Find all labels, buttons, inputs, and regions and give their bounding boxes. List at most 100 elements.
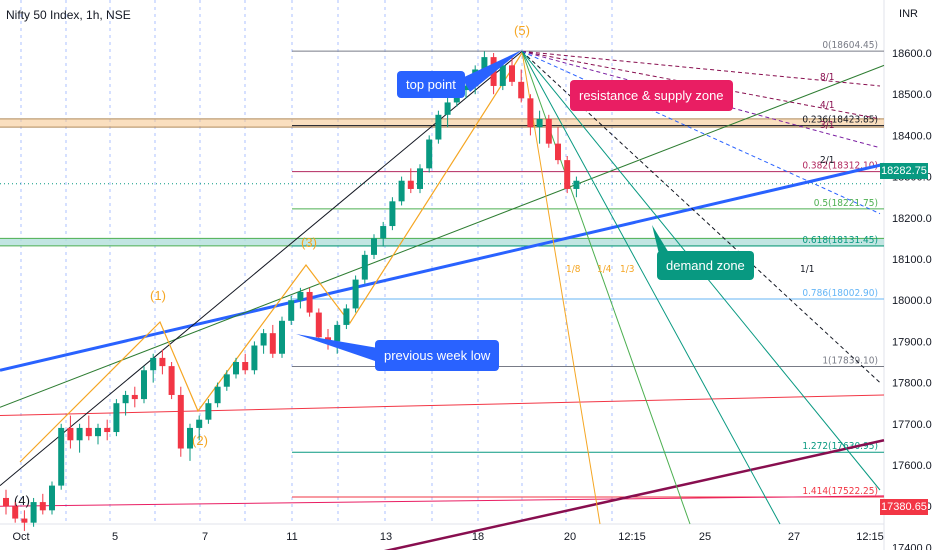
- candle-body: [12, 506, 19, 519]
- y-tick-label: 17900.00: [892, 336, 932, 348]
- fib-level-label: 1(17839.10): [822, 355, 878, 366]
- fib-level-label: 0.5(18221.75): [814, 198, 878, 209]
- candle-body: [122, 394, 129, 404]
- gann-ratio-label: 1/3: [620, 264, 634, 275]
- y-tick-label: 18400.00: [892, 130, 932, 142]
- x-tick-label: 12:15: [856, 531, 884, 543]
- y-tick-label: 17800.00: [892, 378, 932, 390]
- candle-body: [334, 324, 341, 342]
- candle-body: [104, 427, 111, 433]
- x-tick-label: 20: [564, 531, 576, 543]
- candle-body: [177, 394, 184, 449]
- prev-week-low-pointer: [296, 334, 378, 362]
- y-tick-label: 17700.00: [892, 419, 932, 431]
- y-tick-label: 18600.00: [892, 48, 932, 60]
- candle-body: [499, 65, 506, 86]
- candle-body: [67, 427, 74, 441]
- x-tick-label: 27: [788, 531, 800, 543]
- candle-body: [371, 238, 377, 255]
- fib-level-label: 1.414(17522.25): [802, 486, 878, 497]
- candle-body: [223, 374, 230, 387]
- red-channel-line-upper: [0, 394, 885, 417]
- candle-body: [113, 403, 120, 433]
- candle-body: [205, 403, 212, 420]
- x-tick-label: 18: [472, 531, 484, 543]
- candle-body: [95, 427, 101, 437]
- gann-ratio-label: 8/1: [820, 72, 834, 83]
- y-tick-label: 18200.00: [892, 213, 932, 225]
- chart-title: Nifty 50 Index, 1h, NSE: [6, 8, 131, 22]
- blue-trendline: [0, 162, 885, 372]
- candle-body: [527, 98, 534, 128]
- candle-body: [343, 308, 350, 325]
- y-tick-label: 17600.00: [892, 460, 932, 472]
- candle-body: [352, 279, 359, 309]
- x-tick-label: 5: [112, 531, 118, 543]
- candle-body: [463, 85, 469, 91]
- fib-level-label: 1.272(17630.95): [802, 441, 878, 452]
- candle-body: [3, 497, 9, 507]
- prev-week-low-callout: previous week low: [375, 340, 500, 371]
- gann-ratio-label: 2/1: [820, 155, 834, 166]
- candle-body: [315, 312, 322, 338]
- candle-body: [481, 57, 488, 70]
- fib-level-label: 0.618(18131.45): [802, 235, 878, 246]
- wave-label: (4): [14, 493, 30, 508]
- wave-label: (1): [150, 288, 166, 303]
- x-tick-label: 25: [699, 531, 711, 543]
- fib-level-label: 0.236(18423.85): [802, 115, 878, 126]
- demand-zone: [0, 238, 884, 246]
- black-trendline: [0, 50, 523, 486]
- candle-body: [573, 180, 580, 189]
- y-tick-label: 18100.00: [892, 254, 932, 266]
- candle-body: [306, 291, 313, 313]
- last-price-tag: 18282.75: [880, 163, 928, 179]
- currency-label: INR: [899, 8, 918, 20]
- candle-body: [545, 118, 552, 144]
- supply-zone: [0, 118, 884, 128]
- candle-body: [168, 366, 175, 395]
- candle-body: [444, 102, 451, 115]
- gann-ratio-label: 1/8: [566, 264, 581, 275]
- top-point-pointer: [462, 50, 522, 92]
- candle-body: [49, 485, 55, 511]
- gann-ratio-label: 1/4: [597, 264, 612, 275]
- fib-level-label: 0.382(18312.10): [802, 161, 878, 172]
- x-tick-label: 13: [380, 531, 392, 543]
- candle-body: [76, 427, 83, 441]
- candle-body: [297, 291, 304, 301]
- candle-body: [536, 118, 543, 128]
- candle-body: [435, 114, 442, 140]
- x-tick-label: 12:15: [618, 531, 646, 543]
- candle-body: [325, 337, 331, 342]
- wave-label: (3): [301, 235, 317, 250]
- gann-fan-line: [521, 50, 881, 215]
- candle-body: [58, 427, 65, 486]
- candle-body: [85, 427, 92, 437]
- demand-pointer: [652, 225, 672, 258]
- candle-body: [288, 300, 295, 321]
- candle-body: [21, 518, 28, 523]
- candle-body: [131, 394, 138, 400]
- gann-ratio-label: 4/1: [820, 100, 834, 111]
- y-tick-label: 18000.00: [892, 295, 932, 307]
- demand-callout: demand zone: [657, 251, 754, 280]
- candle-body: [407, 180, 414, 189]
- candle-body: [242, 362, 249, 371]
- gann-fan-line: [521, 50, 881, 383]
- gann-ratio-label: 3/1: [820, 120, 834, 131]
- candle-body: [251, 345, 258, 371]
- gann-fan-line: [521, 51, 781, 525]
- candle-body: [141, 370, 147, 400]
- candle-body: [279, 320, 285, 354]
- green-channel-line: [0, 64, 885, 408]
- x-tick-label: 7: [202, 531, 208, 543]
- candle-body: [39, 502, 46, 511]
- top-point-callout: top point: [397, 71, 465, 98]
- candle-body: [380, 226, 387, 239]
- gann-fan-line: [521, 51, 601, 525]
- candle-body: [260, 333, 267, 346]
- candle-body: [269, 333, 276, 354]
- candle-body: [518, 81, 525, 99]
